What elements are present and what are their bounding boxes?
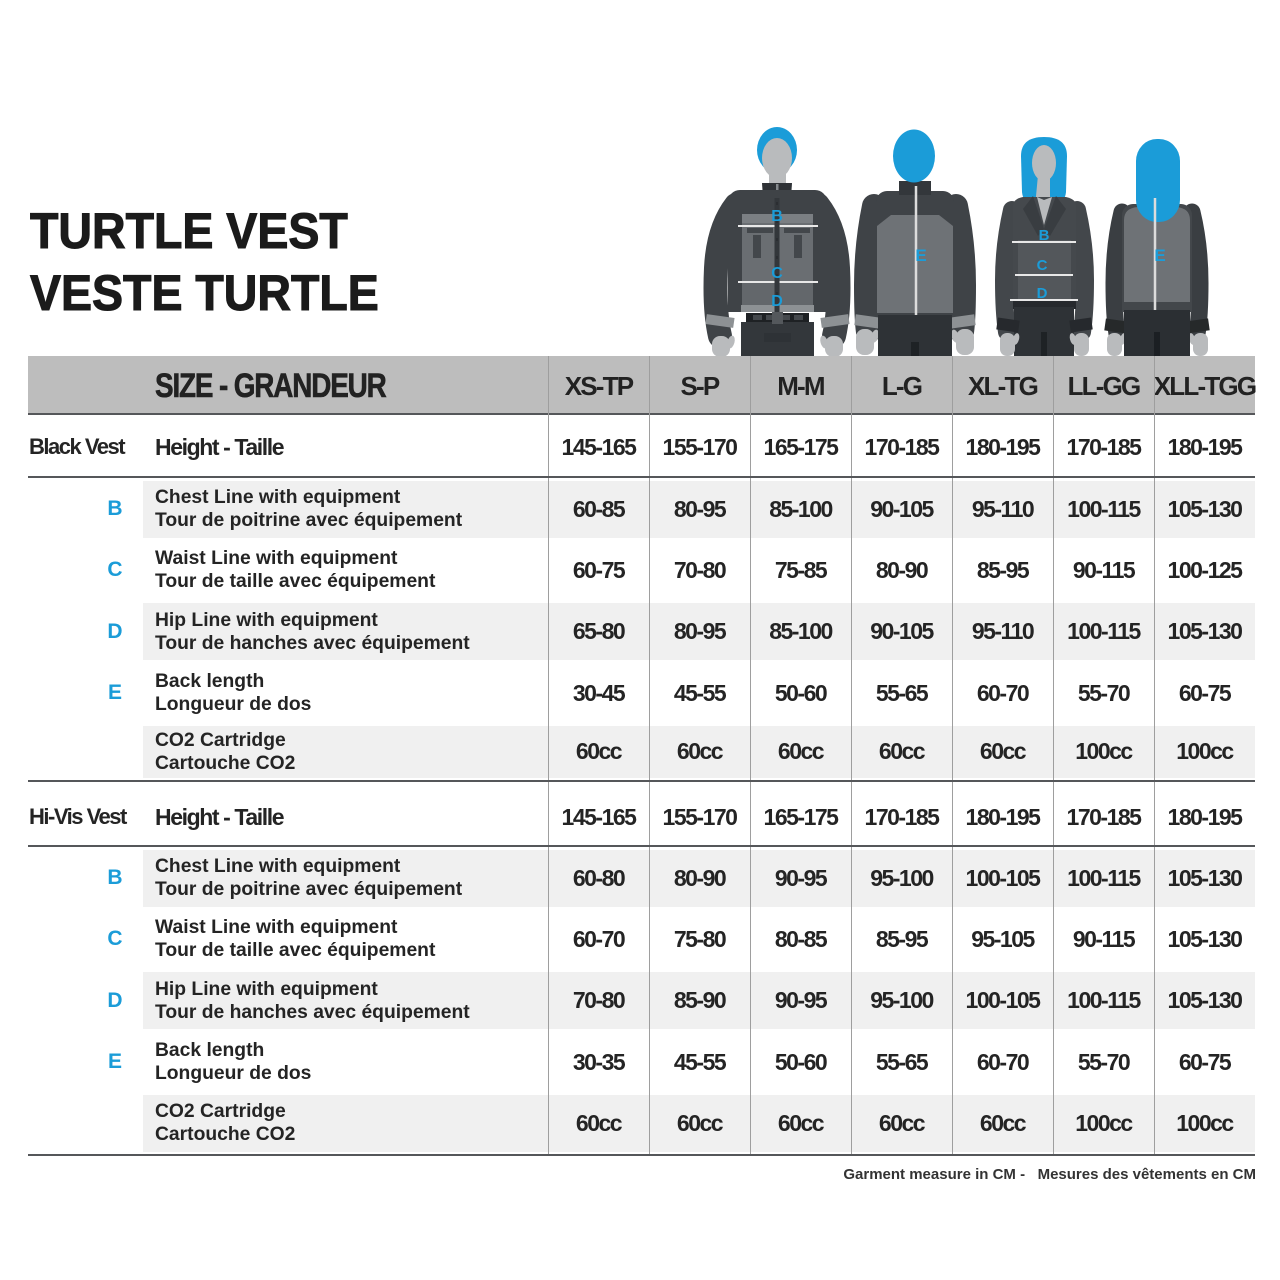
svg-text:E: E: [915, 246, 926, 265]
svg-text:E: E: [1154, 246, 1165, 265]
svg-text:C: C: [1037, 257, 1048, 274]
svg-text:B: B: [1039, 227, 1050, 244]
svg-text:C: C: [771, 265, 783, 282]
svg-text:D: D: [1037, 285, 1048, 302]
svg-text:D: D: [771, 293, 783, 310]
svg-text:B: B: [771, 208, 783, 225]
